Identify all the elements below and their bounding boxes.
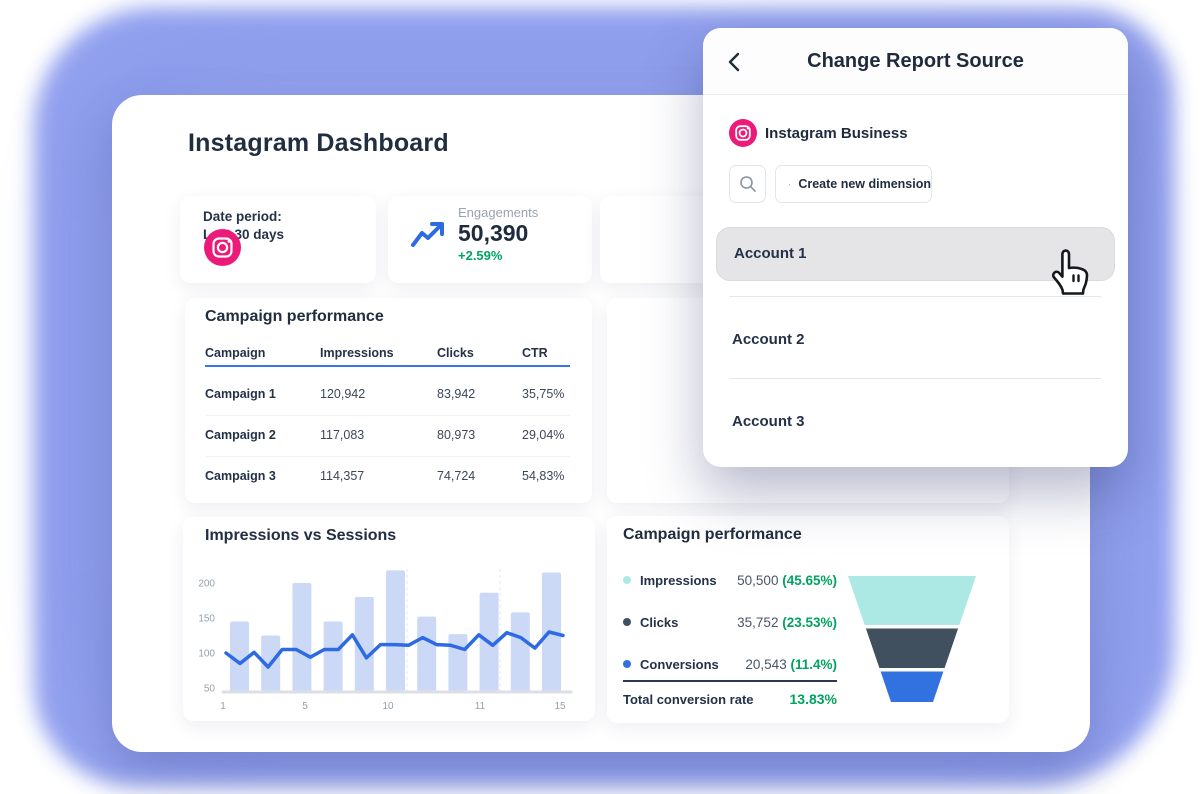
campaign-table-card: Campaign performance Campaign Impression… — [185, 298, 592, 503]
date-period-label: Date period: — [203, 209, 282, 224]
search-input[interactable] — [729, 165, 766, 203]
cell-impressions: 114,357 — [320, 469, 365, 483]
engagements-delta: +2.59% — [458, 248, 503, 263]
legend-number: 20,543 — [745, 657, 787, 672]
funnel-segment-impressions — [848, 576, 976, 625]
date-period-card: Date period: Last 30 days — [180, 196, 376, 283]
cell-ctr: 54,83% — [522, 469, 565, 483]
svg-text:15: 15 — [554, 701, 566, 712]
engagements-value: 50,390 — [458, 220, 529, 246]
conversions-dot — [623, 660, 631, 668]
svg-text:5: 5 — [302, 701, 308, 712]
legend-value: 20,543 (11.4%) — [745, 657, 837, 672]
funnel-segment-conversions — [880, 671, 944, 702]
row-divider — [205, 456, 570, 457]
impressions-dot — [623, 576, 631, 584]
account-item[interactable]: Account 3 — [732, 413, 805, 430]
svg-text:150: 150 — [198, 614, 215, 625]
account-item[interactable]: Account 2 — [732, 331, 805, 348]
total-divider — [623, 680, 837, 682]
legend-value: 50,500 (45.65%) — [737, 573, 837, 588]
cell-ctr: 35,75% — [522, 387, 565, 401]
cell-campaign: Campaign 1 — [205, 387, 276, 401]
cell-clicks: 74,724 — [437, 469, 476, 483]
chart-title: Impressions vs Sessions — [205, 527, 397, 544]
funnel-segment-clicks — [865, 628, 959, 668]
table-row: Campaign 3 114,357 74,724 54,83% — [185, 469, 592, 485]
svg-text:50: 50 — [204, 684, 216, 695]
column-header-clicks: Clicks — [437, 346, 474, 360]
cell-impressions: 120,942 — [320, 387, 366, 401]
campaign-table-title: Campaign performance — [205, 308, 384, 325]
cell-impressions: 117,083 — [320, 428, 365, 442]
back-button[interactable] — [721, 48, 749, 76]
legend-label: Conversions — [640, 657, 719, 672]
svg-text:11: 11 — [475, 701, 486, 712]
column-header-campaign: Campaign — [205, 346, 266, 360]
legend-percent: (45.65%) — [782, 573, 837, 588]
svg-text:100: 100 — [198, 649, 215, 660]
panel-header: Change Report Source — [703, 28, 1128, 95]
list-divider — [729, 378, 1101, 379]
engagements-card: Engagements 50,390 +2.59% — [388, 196, 592, 283]
column-header-impressions: Impressions — [320, 346, 394, 360]
account-item-selected[interactable]: Account 1 — [716, 227, 1115, 281]
account-label: Account 1 — [734, 245, 807, 262]
column-header-ctr: CTR — [522, 346, 548, 360]
legend-number: 35,752 — [737, 615, 779, 630]
total-conversion-value: 13.83% — [789, 691, 837, 707]
engagements-label: Engagements — [458, 205, 539, 220]
search-icon — [740, 176, 756, 192]
cell-clicks: 80,973 — [437, 428, 476, 442]
source-label: Instagram Business — [765, 125, 908, 142]
legend-row-clicks: Clicks 35,752 (23.53%) — [623, 614, 837, 630]
plus-circle-icon — [789, 183, 791, 185]
legend-label: Impressions — [640, 573, 717, 588]
trending-up-icon — [411, 222, 444, 247]
cell-campaign: Campaign 3 — [205, 469, 276, 483]
instagram-icon — [729, 119, 757, 147]
create-button-label: Create new dimension — [798, 177, 931, 191]
table-header-underline — [205, 365, 570, 367]
clicks-dot — [623, 618, 631, 626]
create-new-dimension-button[interactable]: Create new dimension — [775, 165, 932, 203]
svg-text:1: 1 — [220, 701, 226, 712]
svg-text:200: 200 — [198, 579, 215, 590]
funnel-title: Campaign performance — [623, 526, 802, 543]
legend-percent: (11.4%) — [790, 657, 837, 672]
hand-cursor-icon — [1051, 249, 1089, 295]
page-title: Instagram Dashboard — [188, 129, 449, 157]
funnel-chart — [848, 576, 976, 702]
list-divider — [729, 296, 1101, 297]
legend-number: 50,500 — [737, 573, 779, 588]
legend-percent: (23.53%) — [782, 615, 837, 630]
legend-value: 35,752 (23.53%) — [737, 615, 837, 630]
impressions-sessions-card: Impressions vs Sessions 50 100 150 200 1 5 10 1… — [183, 517, 595, 721]
change-report-source-panel: Change Report Source Instagram Business — [703, 28, 1128, 467]
instagram-icon — [204, 229, 241, 266]
funnel-card: Campaign performance Impressions 50,500 … — [607, 516, 1009, 723]
cell-campaign: Campaign 2 — [205, 428, 276, 442]
legend-row-conversions: Conversions 20,543 (11.4%) — [623, 656, 837, 672]
cell-clicks: 83,942 — [437, 387, 476, 401]
total-conversion-label: Total conversion rate — [623, 692, 754, 707]
row-divider — [205, 415, 570, 416]
legend-row-impressions: Impressions 50,500 (45.65%) — [623, 572, 837, 588]
cell-ctr: 29,04% — [522, 428, 565, 442]
svg-text:10: 10 — [382, 701, 394, 712]
panel-title: Change Report Source — [807, 50, 1024, 72]
table-row: Campaign 2 117,083 80,973 29,04% — [185, 428, 592, 444]
legend-label: Clicks — [640, 615, 679, 630]
table-header: Campaign Impressions Clicks CTR — [185, 346, 592, 362]
table-row: Campaign 1 120,942 83,942 35,75% — [185, 387, 592, 403]
